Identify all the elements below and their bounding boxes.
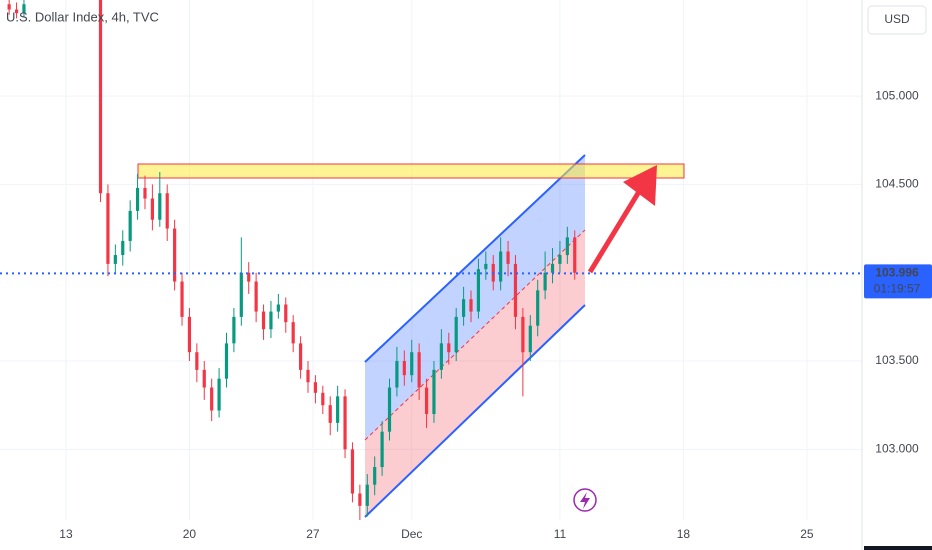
candle-body xyxy=(247,272,251,282)
candle-body xyxy=(150,198,154,220)
y-tick-label: 105.000 xyxy=(875,88,919,102)
candle-body xyxy=(106,193,110,264)
candle-body xyxy=(128,210,132,241)
channel-lower xyxy=(364,304,586,518)
candle-body xyxy=(432,369,436,415)
candle-body xyxy=(528,325,532,353)
arrow-head xyxy=(623,165,657,206)
candle-body xyxy=(276,304,280,312)
candle-body xyxy=(187,316,192,353)
candle-body xyxy=(513,263,518,317)
x-tick-label: Dec xyxy=(401,527,422,541)
candle-body xyxy=(261,311,266,330)
candle-body xyxy=(217,378,221,411)
channel-upper xyxy=(364,154,586,363)
y-tick-label: 104.500 xyxy=(875,177,919,191)
candle-body xyxy=(121,240,125,256)
candle-body xyxy=(306,369,310,383)
candle-body xyxy=(165,193,169,229)
x-tick-label: 25 xyxy=(800,527,814,541)
x-tick-label: 20 xyxy=(183,527,197,541)
candle-body xyxy=(313,382,318,393)
candle-body xyxy=(358,493,362,506)
candles xyxy=(7,0,577,520)
candle-body xyxy=(195,352,199,370)
candle-body xyxy=(328,405,332,423)
candle-body xyxy=(439,343,443,370)
x-tick-label: 18 xyxy=(677,527,691,541)
candle-body xyxy=(387,387,392,432)
candle-body xyxy=(558,255,562,264)
candle-body xyxy=(269,311,273,330)
candle-body xyxy=(98,0,103,194)
candle-body xyxy=(424,387,429,415)
candle-body xyxy=(254,281,258,312)
candle-body xyxy=(210,387,214,411)
x-tick-label: 13 xyxy=(59,527,73,541)
candle-body xyxy=(543,272,547,291)
event-icon[interactable] xyxy=(573,488,597,512)
candle-body xyxy=(565,237,569,256)
event-bolt xyxy=(580,492,590,509)
arrow xyxy=(587,165,657,274)
candle-body xyxy=(7,4,11,10)
candle-body xyxy=(158,193,162,220)
candle-body xyxy=(173,228,177,282)
candle-body xyxy=(395,361,399,388)
candle-body xyxy=(202,369,206,388)
candle-body xyxy=(454,316,458,353)
candle-body xyxy=(506,251,510,264)
channel-lower-fill xyxy=(365,230,585,517)
currency-label[interactable]: USD xyxy=(884,12,910,26)
candle-body xyxy=(350,449,355,494)
resistance-zone xyxy=(137,163,685,179)
candle-body xyxy=(380,431,384,468)
bottom-bar xyxy=(864,546,932,550)
candle-body xyxy=(232,316,236,344)
x-tick-label: 11 xyxy=(554,527,567,541)
candle-body xyxy=(336,396,340,423)
candle-body xyxy=(143,187,147,199)
candle-body xyxy=(499,251,503,282)
y-tick-label: 103.000 xyxy=(875,442,919,456)
candle-body xyxy=(113,255,117,264)
candle-body xyxy=(373,467,377,485)
candle-body xyxy=(402,361,406,376)
chart-title: U.S. Dollar Index, 4h, TVC xyxy=(6,9,159,24)
candle-body xyxy=(573,237,577,273)
candle-body xyxy=(224,343,229,379)
candle-body xyxy=(343,396,347,450)
candle-body xyxy=(536,290,540,326)
candle-body xyxy=(135,187,140,211)
candle-body xyxy=(365,484,369,506)
candle-body xyxy=(484,263,488,270)
x-tick-label: 27 xyxy=(306,527,320,541)
candle-body xyxy=(417,352,421,388)
candle-body xyxy=(469,299,473,312)
candle-body xyxy=(462,299,466,317)
countdown-label: 01:19:57 xyxy=(874,282,921,296)
candle-body xyxy=(521,316,525,353)
candle-body xyxy=(14,9,19,14)
candle-body xyxy=(410,352,414,376)
last-price-label: 103.996 xyxy=(875,266,919,280)
candle-body xyxy=(284,304,288,323)
candle-body xyxy=(321,392,325,406)
candle-body xyxy=(180,281,184,317)
candle-body xyxy=(291,322,295,344)
candle-body xyxy=(22,4,26,14)
candle-body xyxy=(447,343,451,353)
currency-button[interactable] xyxy=(867,5,927,35)
arrow-shaft xyxy=(587,188,643,274)
candle-body xyxy=(298,343,303,370)
candle-body xyxy=(476,269,481,312)
last-price-box xyxy=(864,264,932,299)
y-tick-label: 103.500 xyxy=(875,353,919,367)
candle-body xyxy=(239,272,243,317)
channel-mid xyxy=(364,229,586,441)
candle-body xyxy=(550,263,555,273)
